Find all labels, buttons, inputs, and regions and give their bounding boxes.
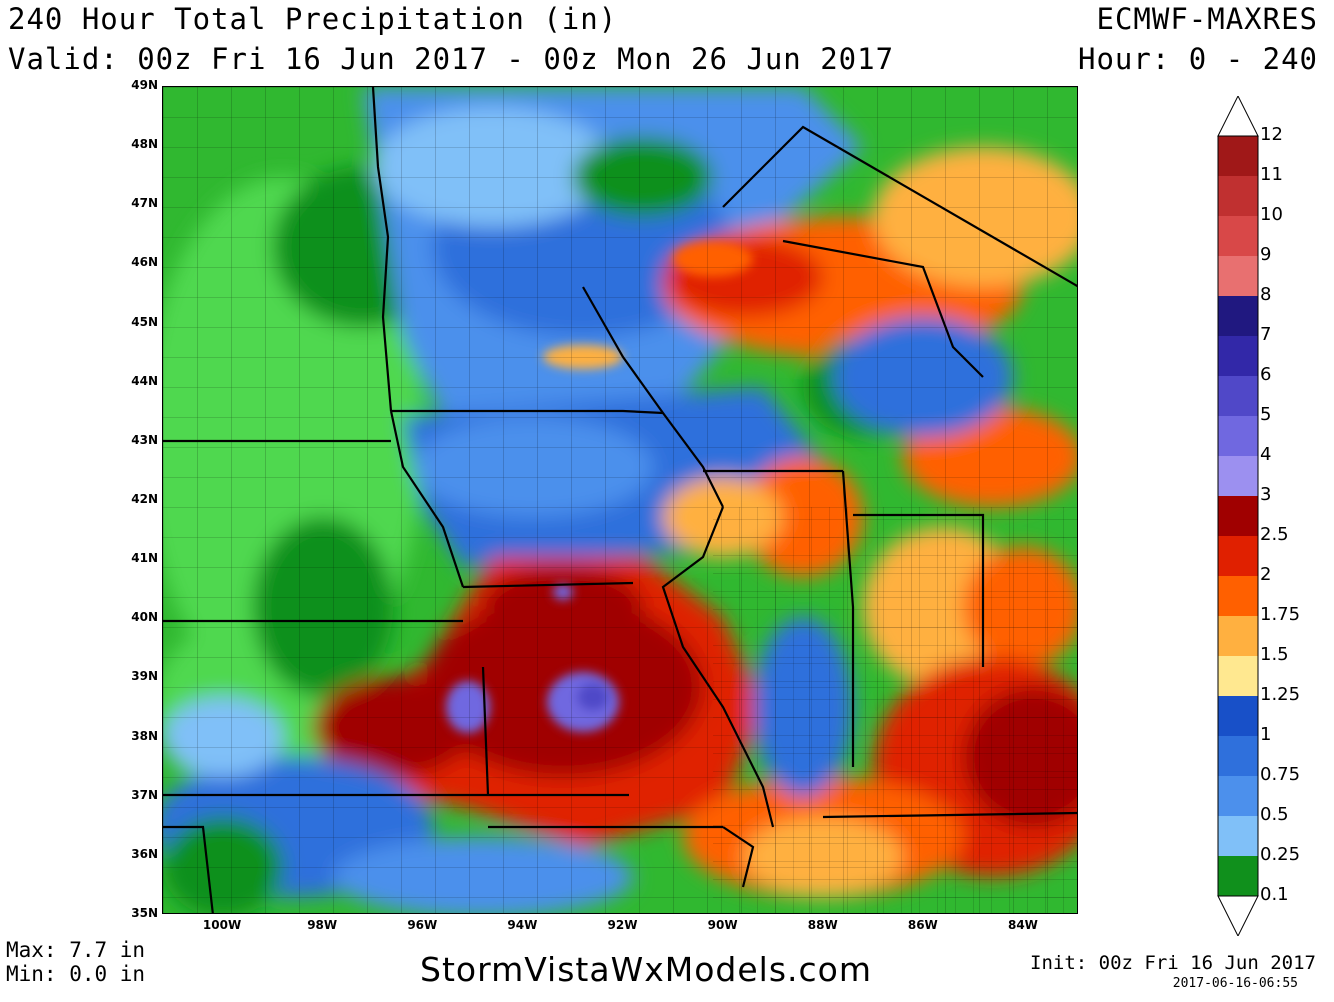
legend-level-label: 12 bbox=[1260, 124, 1283, 145]
model-name: ECMWF-MAXRES bbox=[1096, 2, 1318, 36]
lat-label: 48N bbox=[131, 137, 158, 152]
lon-label: 90W bbox=[707, 918, 738, 932]
legend-swatch bbox=[1218, 656, 1258, 696]
legend-level-label: 1.5 bbox=[1260, 644, 1289, 665]
legend-level-label: 11 bbox=[1260, 164, 1283, 185]
legend-swatch bbox=[1218, 296, 1258, 336]
lat-label: 36N bbox=[131, 846, 158, 861]
lat-label: 38N bbox=[131, 728, 158, 743]
lon-label: 100W bbox=[202, 918, 242, 932]
lat-label: 43N bbox=[131, 432, 158, 447]
lon-label: 86W bbox=[907, 918, 938, 932]
legend-level-label: 4 bbox=[1260, 444, 1272, 465]
legend-swatch bbox=[1218, 776, 1258, 816]
valid-period: Valid: 00z Fri 16 Jun 2017 - 00z Mon 26 … bbox=[8, 42, 895, 76]
legend-swatch bbox=[1218, 256, 1258, 296]
lat-label: 37N bbox=[131, 787, 158, 802]
legend-swatch bbox=[1218, 536, 1258, 576]
legend-level-label: 0.75 bbox=[1260, 764, 1301, 785]
legend-level-label: 1 bbox=[1260, 724, 1272, 745]
lon-label: 88W bbox=[807, 918, 838, 932]
lat-label: 35N bbox=[131, 906, 158, 920]
lat-label: 42N bbox=[131, 492, 158, 506]
legend-level-label: 0.25 bbox=[1260, 844, 1301, 865]
lat-label: 41N bbox=[131, 551, 158, 566]
lon-label: 84W bbox=[1007, 918, 1038, 932]
legend-swatch bbox=[1218, 696, 1258, 736]
legend-swatch bbox=[1218, 376, 1258, 416]
lat-label: 40N bbox=[131, 610, 158, 625]
lat-label: 46N bbox=[131, 255, 158, 270]
lon-label: 98W bbox=[307, 918, 338, 932]
color-legend bbox=[1217, 96, 1259, 936]
legend-level-label: 8 bbox=[1260, 284, 1272, 305]
legend-swatch bbox=[1218, 456, 1258, 496]
legend-swatch bbox=[1218, 416, 1258, 456]
lon-label: 94W bbox=[507, 918, 538, 932]
legend-swatch bbox=[1218, 816, 1258, 856]
min-value: Min: 0.0 in bbox=[6, 962, 146, 986]
legend-level-label: 5 bbox=[1260, 404, 1272, 425]
county-lines-east bbox=[713, 507, 1077, 913]
legend-level-label: 1.75 bbox=[1260, 604, 1301, 625]
legend-level-label: 9 bbox=[1260, 244, 1272, 265]
precip-map bbox=[162, 86, 1078, 914]
legend-swatch bbox=[1218, 576, 1258, 616]
legend-level-label: 1.25 bbox=[1260, 684, 1301, 705]
legend-swatch bbox=[1218, 336, 1258, 376]
timestamp: 2017-06-16-06:55 bbox=[1172, 976, 1298, 991]
legend-level-label: 10 bbox=[1260, 204, 1283, 225]
precip-map-svg bbox=[163, 87, 1077, 913]
hour-range: Hour: 0 - 240 bbox=[1078, 42, 1318, 76]
max-min-readout: Max: 7.7 in Min: 0.0 in bbox=[6, 938, 145, 986]
lat-label: 39N bbox=[131, 669, 158, 684]
legend-level-label: 0.1 bbox=[1260, 884, 1289, 905]
legend-swatch bbox=[1218, 496, 1258, 536]
lat-label: 45N bbox=[131, 314, 158, 329]
legend-swatch bbox=[1218, 216, 1258, 256]
legend-level-label: 6 bbox=[1260, 364, 1272, 385]
legend-level-label: 0.5 bbox=[1260, 804, 1289, 825]
legend-level-label: 3 bbox=[1260, 484, 1272, 505]
lat-label: 49N bbox=[131, 78, 158, 92]
legend-outline bbox=[1217, 135, 1259, 897]
max-value: Max: 7.7 in bbox=[6, 938, 146, 962]
lat-label: 44N bbox=[131, 373, 158, 388]
state-boundaries bbox=[163, 87, 1077, 913]
legend-swatch bbox=[1218, 136, 1258, 176]
legend-swatch bbox=[1218, 176, 1258, 216]
legend-swatch bbox=[1218, 856, 1258, 896]
lon-label: 96W bbox=[407, 918, 438, 932]
legend-level-label: 7 bbox=[1260, 324, 1272, 345]
legend-level-label: 2 bbox=[1260, 564, 1272, 585]
legend-top-arrow bbox=[1217, 96, 1259, 137]
chart-title: 240 Hour Total Precipitation (in) bbox=[8, 2, 618, 36]
init-time: Init: 00z Fri 16 Jun 2017 bbox=[1030, 952, 1316, 974]
legend-swatch bbox=[1218, 736, 1258, 776]
lat-label: 47N bbox=[131, 196, 158, 211]
legend-level-label: 2.5 bbox=[1260, 524, 1289, 545]
legend-bottom-arrow bbox=[1217, 895, 1259, 936]
legend-swatch bbox=[1218, 616, 1258, 656]
site-credit: StormVistaWxModels.com bbox=[420, 950, 872, 989]
lon-label: 92W bbox=[607, 918, 638, 932]
